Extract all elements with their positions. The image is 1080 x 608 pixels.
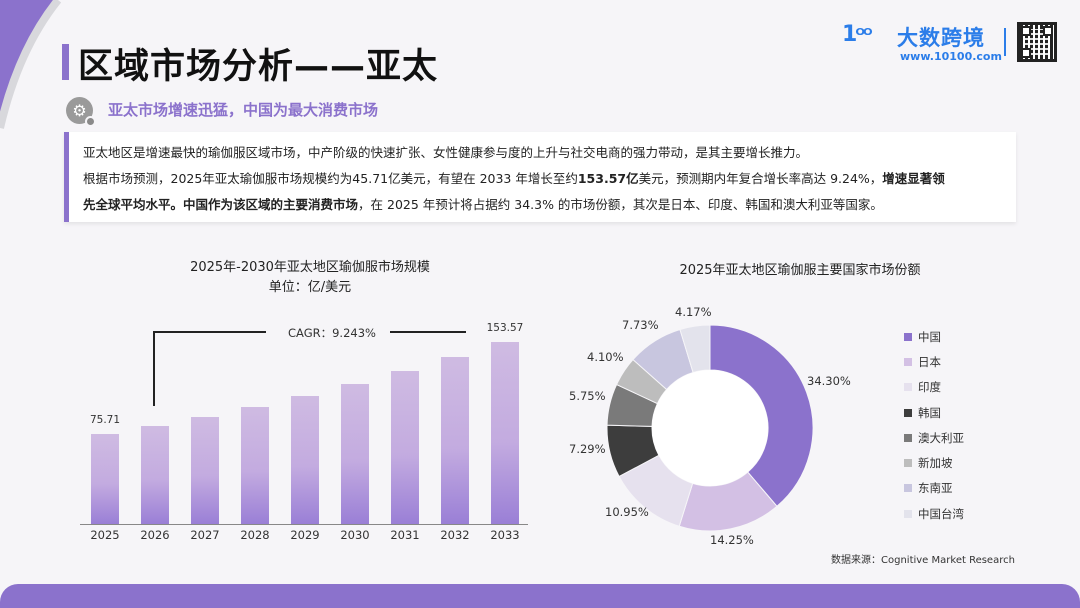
- page-subtitle: 亚太市场增速迅猛，中国为最大消费市场: [108, 101, 379, 119]
- qr-code-icon: [1017, 22, 1057, 62]
- bold-text: 增速显著领: [882, 171, 945, 186]
- text: 根据市场预测，2025年亚太瑜伽服市场规模约为45.71亿美元，有望在 2033…: [83, 171, 578, 186]
- legend-item: 韩国: [904, 400, 964, 425]
- gear-icon: ⚙: [66, 97, 96, 127]
- bar-chart-title-text: 2025年-2030年亚太地区瑜伽服市场规模: [190, 260, 430, 275]
- page-title: 区域市场分析——亚太: [78, 47, 439, 87]
- bar-chart-unit: 单位：亿/美元: [268, 280, 352, 295]
- x-tick-label: 2030: [340, 528, 370, 542]
- bar-2031: [391, 371, 419, 524]
- legend-item: 中国: [904, 324, 964, 349]
- description-line-3: 先全球平均水平。中国作为该区域的主要消费市场，在 2025 年预计将占据约 34…: [83, 192, 1002, 218]
- legend-swatch: [904, 357, 912, 366]
- bar-value-label: 75.71: [89, 414, 121, 427]
- logo-mark-icon: 1ᴼᴼ: [842, 22, 873, 47]
- donut-chart: 34.30% 14.25% 10.95% 7.29% 5.75% 4.10% 7.73% 4.…: [569, 305, 851, 547]
- slice-percent-label: 7.73%: [622, 318, 659, 332]
- x-tick-label: 2032: [440, 528, 470, 542]
- donut-legend: 中国日本印度韩国澳大利亚新加坡东南亚中国台湾: [904, 324, 964, 526]
- legend-item: 新加坡: [904, 450, 964, 475]
- x-tick-label: 2029: [290, 528, 320, 542]
- x-tick-label: 2027: [190, 528, 220, 542]
- qr-finder: [1021, 26, 1031, 36]
- legend-swatch: [904, 484, 912, 493]
- qr-finder: [1021, 48, 1031, 58]
- bar-chart-title: 2025年-2030年亚太地区瑜伽服市场规模 单位：亿/美元: [150, 258, 470, 298]
- legend-label: 印度: [918, 380, 941, 395]
- legend-label: 新加坡: [918, 456, 953, 471]
- legend-label: 澳大利亚: [918, 430, 964, 445]
- bar-2028: [241, 407, 269, 524]
- logo-name: 大数跨境: [897, 26, 985, 50]
- legend-item: 东南亚: [904, 476, 964, 501]
- bold-text: 先全球平均水平。中国作为该区域的主要消费市场: [83, 197, 359, 212]
- text: 美元，预测期内年复合增长率高达 9.24%，: [638, 171, 883, 186]
- cagr-bracket-vertical: [153, 331, 155, 406]
- legend-label: 中国台湾: [918, 506, 964, 521]
- footer-bar: [0, 584, 1080, 608]
- slice-percent-label: 7.29%: [569, 442, 606, 456]
- x-axis: [80, 524, 528, 525]
- bar-2033: [491, 342, 519, 524]
- brand-logo[interactable]: 1ᴼᴼ 大数跨境 www.10100.com: [842, 20, 1002, 65]
- slice-percent-label: 4.10%: [587, 350, 624, 364]
- legend-item: 中国台湾: [904, 501, 964, 526]
- x-tick-label: 2028: [240, 528, 270, 542]
- bar-2029: [291, 396, 319, 524]
- legend-label: 东南亚: [918, 481, 953, 496]
- description-line-1: 亚太地区是增速最快的瑜伽服区域市场，中产阶级的快速扩张、女性健康参与度的上升与社…: [83, 145, 809, 160]
- x-tick-label: 2026: [140, 528, 170, 542]
- legend-swatch: [904, 332, 912, 341]
- description-box: 亚太地区是增速最快的瑜伽服区域市场，中产阶级的快速扩张、女性健康参与度的上升与社…: [64, 132, 1016, 222]
- cagr-label: CAGR：9.243%: [288, 326, 376, 340]
- slice-percent-label: 4.17%: [675, 305, 712, 319]
- corner-decoration: [0, 0, 100, 130]
- slice-percent-label: 34.30%: [807, 374, 851, 388]
- slice-percent-label: 14.25%: [710, 533, 754, 547]
- slice-percent-label: 5.75%: [569, 389, 606, 403]
- logo-url: www.10100.com: [900, 50, 1002, 63]
- bar-2027: [191, 416, 219, 524]
- cagr-bracket-right: [390, 331, 466, 333]
- bar-2032: [441, 357, 469, 524]
- legend-label: 韩国: [918, 405, 941, 420]
- x-tick-label: 2033: [490, 528, 520, 542]
- legend-swatch: [904, 459, 912, 468]
- qr-finder: [1043, 26, 1053, 36]
- legend-swatch: [904, 408, 912, 417]
- bar-2025: [91, 434, 119, 524]
- bold-text: 153.57亿: [577, 171, 639, 186]
- bar-2030: [341, 384, 369, 524]
- legend-item: 印度: [904, 375, 964, 400]
- donut-chart-title: 2025年亚太地区瑜伽服主要国家市场份额: [679, 263, 921, 278]
- slice-percent-label: 10.95%: [605, 505, 649, 519]
- bar-chart: CAGR：9.243% 2025 75.71 2026 2027 2028 2029 203…: [80, 320, 530, 550]
- legend-item: 澳大利亚: [904, 425, 964, 450]
- x-tick-label: 2025: [90, 528, 120, 542]
- description-line-2: 根据市场预测，2025年亚太瑜伽服市场规模约为45.71亿美元，有望在 2033…: [83, 166, 1002, 192]
- location-pin-icon: [85, 116, 96, 127]
- text: ，在 2025 年预计将占据约 34.3% 的市场份额，其次是日本、印度、韩国和…: [358, 197, 883, 212]
- bar-value-label: 153.57: [486, 322, 524, 334]
- cagr-bracket-left: [153, 331, 266, 333]
- bar-2026: [141, 425, 169, 524]
- title-accent-bar: [62, 44, 69, 80]
- legend-swatch: [904, 433, 912, 442]
- legend-swatch: [904, 383, 912, 392]
- legend-label: 中国: [918, 329, 941, 344]
- data-source: 数据来源：Cognitive Market Research: [831, 555, 1015, 566]
- x-tick-label: 2031: [390, 528, 420, 542]
- legend-label: 日本: [918, 354, 941, 369]
- legend-swatch: [904, 509, 912, 518]
- logo-divider: [1004, 28, 1006, 56]
- legend-item: 日本: [904, 349, 964, 374]
